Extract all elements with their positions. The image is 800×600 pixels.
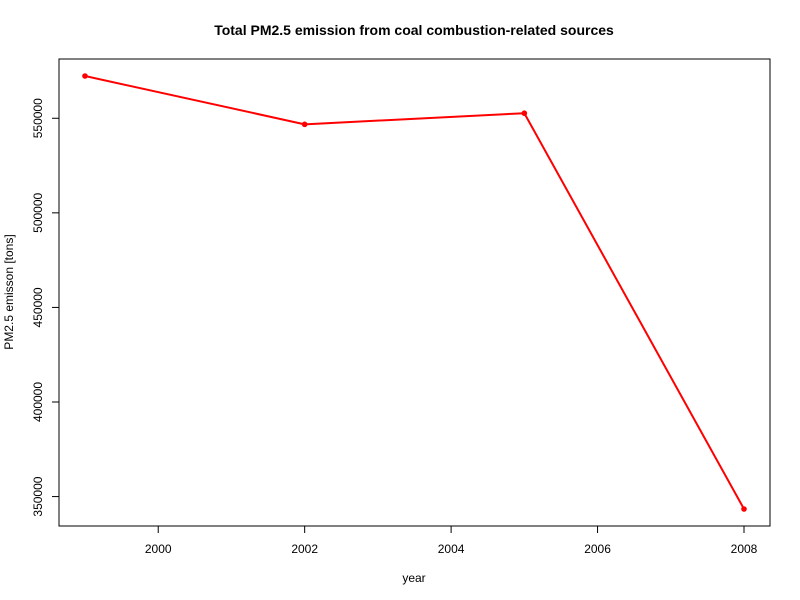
y-tick-label: 550000 <box>31 98 45 138</box>
series-line <box>84 75 745 510</box>
data-point <box>82 73 88 79</box>
y-tick-label: 350000 <box>31 476 45 516</box>
chart-title: Total PM2.5 emission from coal combustio… <box>214 22 614 38</box>
series-layer <box>82 73 747 512</box>
x-axis-label: year <box>402 571 425 585</box>
data-point <box>301 121 308 128</box>
x-tick-label: 2002 <box>291 542 318 556</box>
data-point <box>741 506 747 512</box>
data-point <box>521 110 528 117</box>
x-tick-label: 2004 <box>438 542 465 556</box>
x-tick-label: 2008 <box>731 542 758 556</box>
y-tick-label: 500000 <box>31 192 45 232</box>
y-tick-label: 450000 <box>31 287 45 327</box>
y-axis-label: PM2.5 emisson [tons] <box>2 234 16 349</box>
x-axis: 2000 2002 2004 2006 2008 <box>145 525 758 556</box>
y-tick-label: 400000 <box>31 382 45 422</box>
x-tick-label: 2000 <box>145 542 172 556</box>
y-axis: 350000 400000 450000 500000 550000 <box>31 98 60 517</box>
x-tick-label: 2006 <box>584 542 611 556</box>
